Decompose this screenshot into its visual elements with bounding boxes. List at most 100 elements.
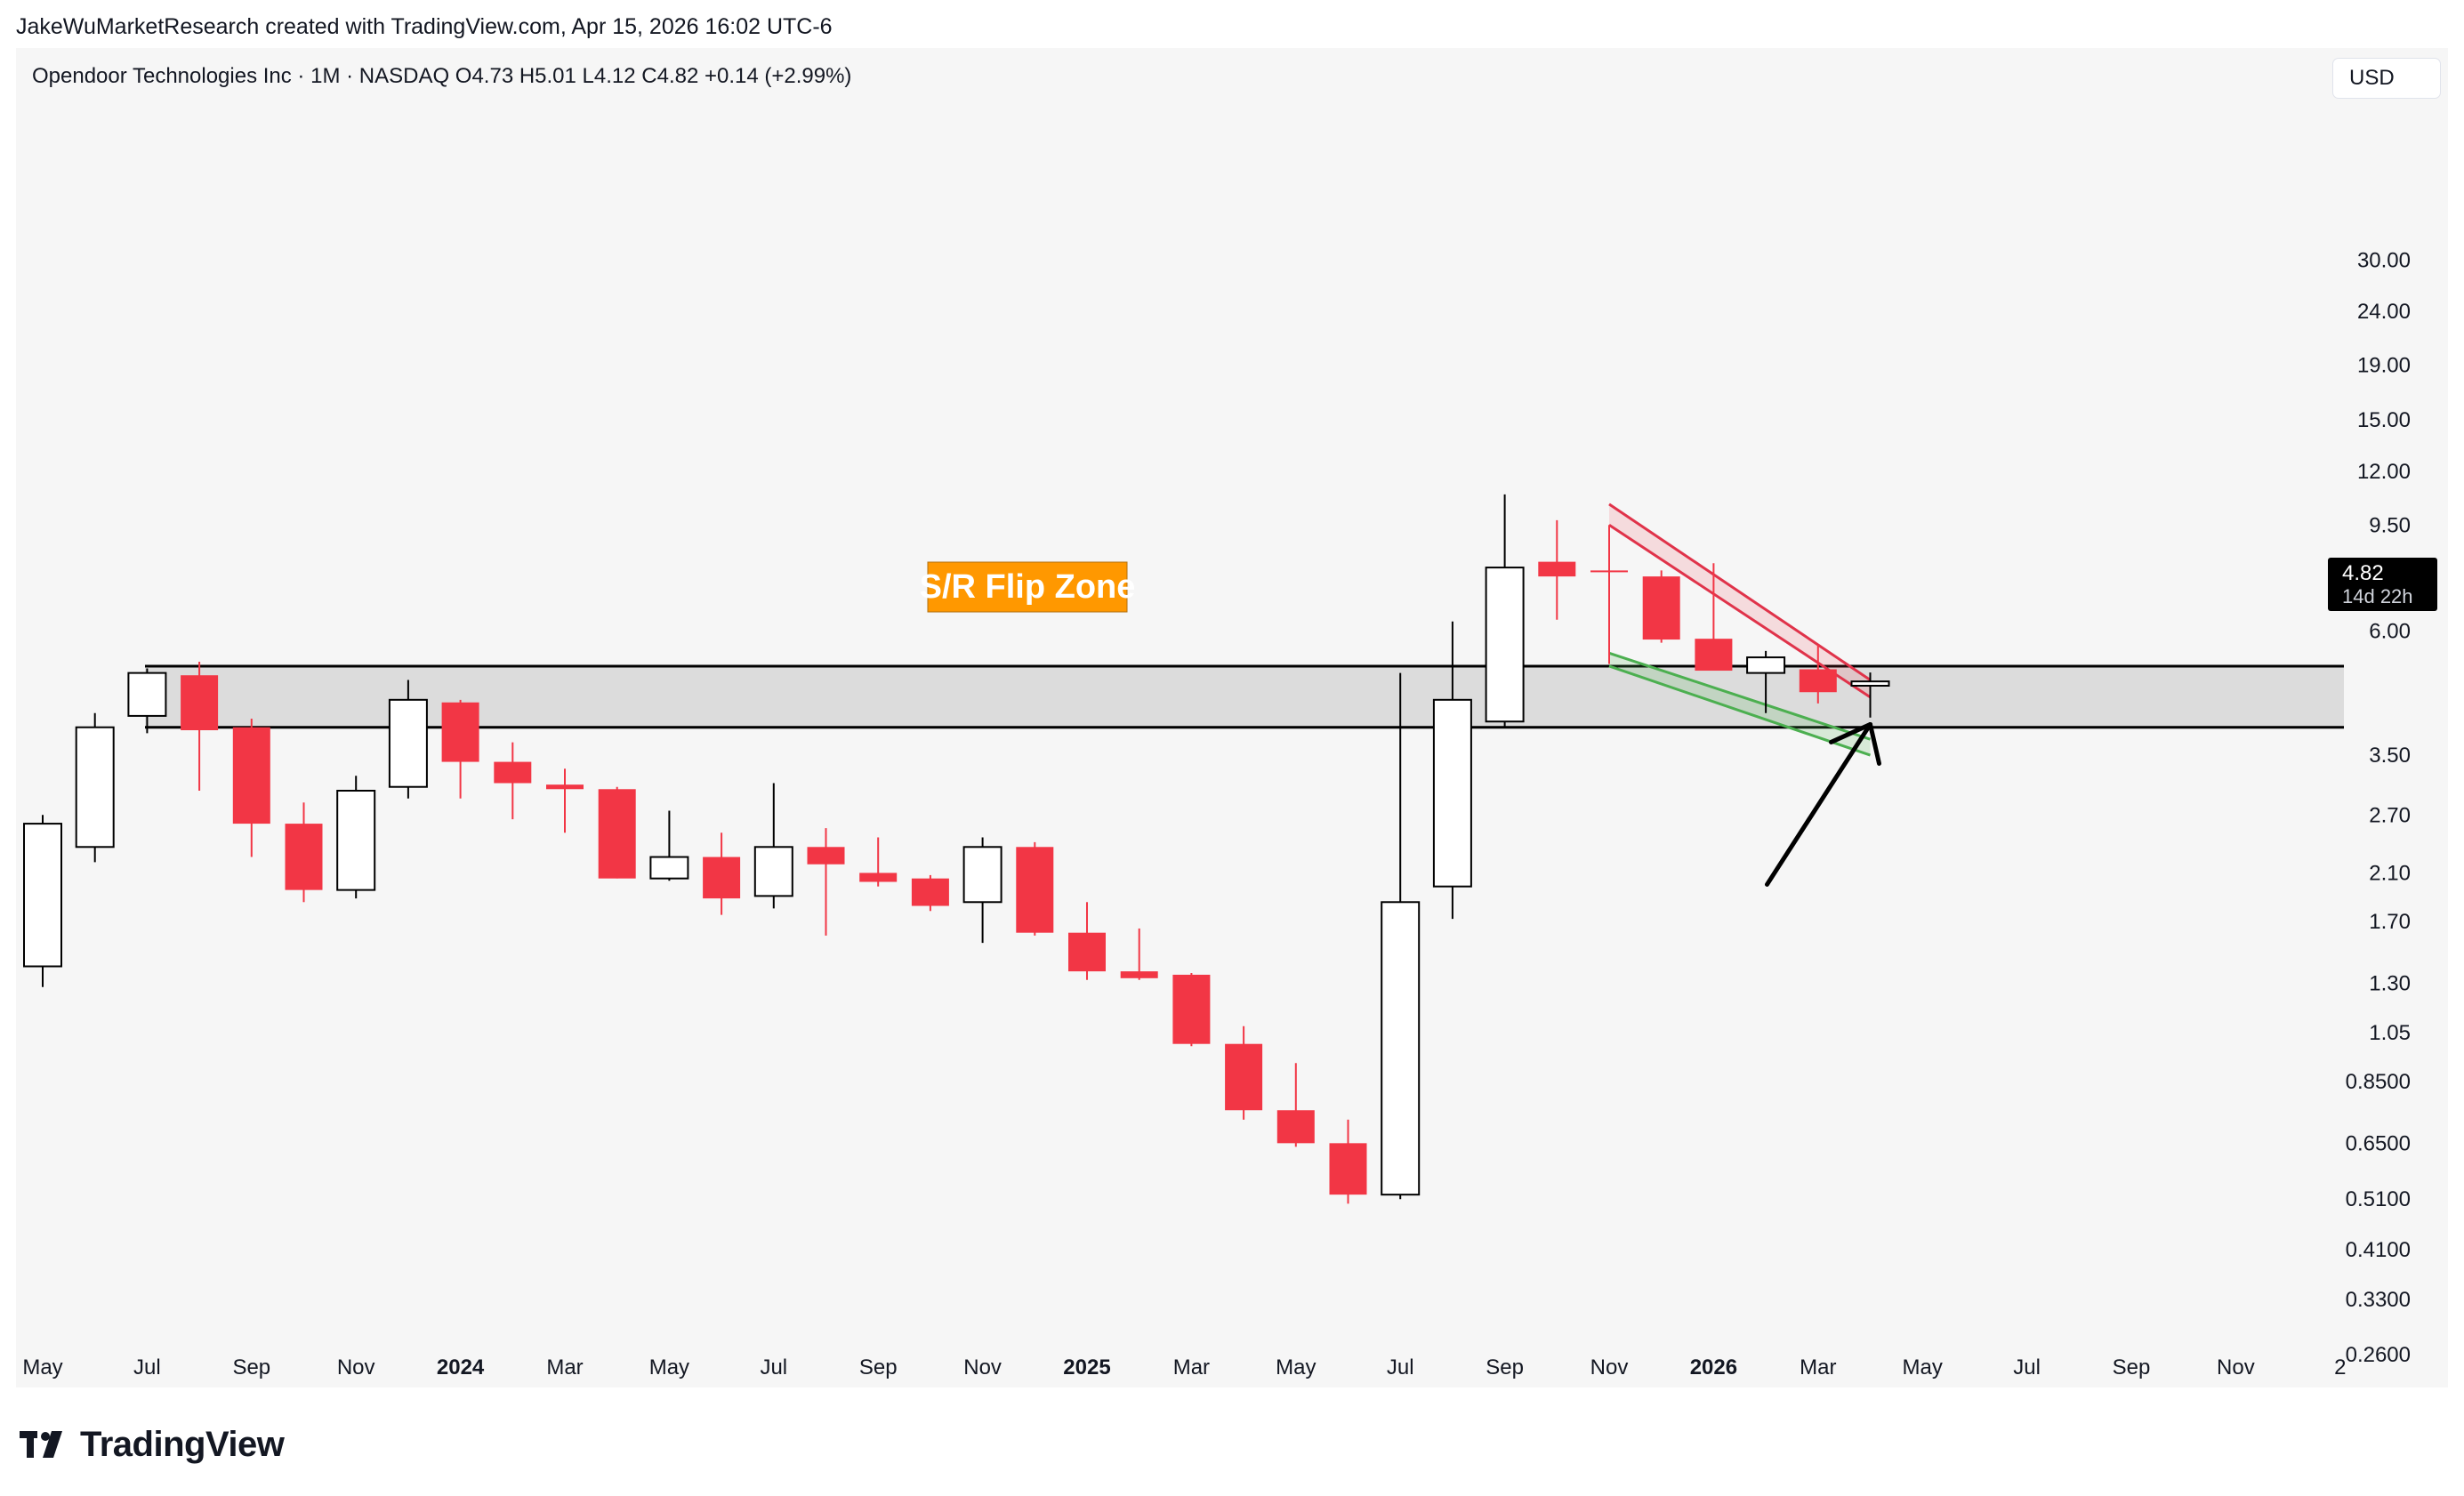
candle-body	[911, 878, 949, 906]
symbol-legend: Opendoor Technologies Inc · 1M · NASDAQ …	[32, 64, 852, 88]
candle-2024-09	[859, 837, 898, 887]
x-tick-label: 2024	[437, 1355, 485, 1379]
candle-body	[1068, 932, 1106, 972]
candle-2024-06	[703, 832, 741, 915]
zone-label-layer: S/R Flip Zone	[920, 561, 1135, 613]
candle-2025-12	[1642, 570, 1680, 643]
channel-layer	[1608, 503, 1872, 757]
x-tick-label: Mar	[546, 1355, 583, 1379]
y-tick-label: 9.50	[2369, 513, 2411, 537]
x-tick-label: Nov	[1590, 1355, 1629, 1379]
x-tick-label: May	[1903, 1355, 1943, 1379]
candle-2025-09	[1485, 494, 1525, 728]
candle-body	[336, 790, 376, 891]
x-tick-label: May	[1276, 1355, 1316, 1379]
candle-2025-01	[1068, 902, 1106, 980]
currency-button[interactable]: USD	[2333, 59, 2440, 98]
price-axis[interactable]: 30.0024.0019.0015.0012.009.507.506.003.5…	[2346, 248, 2411, 1366]
candlestick-chart[interactable]: S/R Flip Zone 30.00 24.00 19.00 15.00 12.00 9…	[16, 48, 2448, 1387]
y-tick-label: 15.00	[2357, 408, 2411, 432]
chart-credit: JakeWuMarketResearch created with Tradin…	[16, 14, 833, 39]
y-tick-label: 0.3300	[2346, 1288, 2411, 1312]
candle-2024-10	[911, 874, 949, 912]
logo-wordmark: TradingView	[80, 1424, 285, 1464]
candle-2024-11	[962, 837, 1003, 944]
candle-2023-10	[285, 802, 323, 903]
candle-2024-04	[598, 786, 636, 879]
x-tick-label: Mar	[1800, 1355, 1836, 1379]
candle-2023-12	[388, 680, 428, 799]
red-channel-fill	[1609, 503, 1871, 697]
candle-body	[753, 846, 793, 897]
chart-pane[interactable]: S/R Flip Zone 30.00 24.00 19.00 15.00 12.00 9…	[16, 48, 2448, 1387]
time-axis[interactable]: May Jul Sep Nov 2024 Mar May Jul Sep Nov 2025 Mar Ma…	[22, 1355, 2346, 1379]
candle-body	[285, 824, 323, 890]
candle-body	[1746, 656, 1786, 674]
candle-2024-05	[649, 810, 689, 881]
y-tick-label: 0.6500	[2346, 1131, 2411, 1155]
y-tick-label: 12.00	[2357, 460, 2411, 484]
candle-body	[962, 846, 1003, 904]
candle-body	[1799, 669, 1837, 693]
bar-countdown: 14d 22h	[2342, 585, 2413, 607]
candle-body	[181, 675, 219, 731]
candle-2025-05	[1276, 1063, 1315, 1147]
y-tick-label: 0.8500	[2346, 1070, 2411, 1094]
candle-body	[649, 856, 689, 880]
candle-2023-09	[232, 719, 270, 857]
tradingview-logo[interactable]: TradingView	[20, 1423, 285, 1466]
candle-body	[494, 761, 532, 784]
y-tick-label: 0.2600	[2346, 1343, 2411, 1367]
candle-2024-01	[441, 699, 479, 799]
last-price-tag: 4.82 14d 22h	[2328, 558, 2437, 611]
candle-2024-03	[546, 768, 584, 833]
candle-2024-07	[753, 783, 793, 909]
x-tick-label: May	[649, 1355, 689, 1379]
candle-body	[441, 702, 479, 762]
candle-body	[598, 789, 636, 879]
zone-label-box	[927, 561, 1128, 613]
candle-body	[1432, 698, 1472, 888]
candle-body	[127, 672, 167, 717]
y-tick-label: 3.50	[2369, 744, 2411, 768]
candle-2023-07	[127, 668, 167, 734]
candle-body	[232, 727, 270, 824]
candle-2025-07	[1381, 672, 1421, 1200]
last-price: 4.82	[2342, 561, 2384, 585]
candle-body	[1225, 1043, 1263, 1111]
candle-2026-04	[1850, 672, 1890, 718]
candle-body	[1016, 847, 1054, 933]
candle-body	[1850, 680, 1890, 688]
candle-body	[1642, 576, 1680, 640]
candle-body	[703, 857, 741, 899]
candle-body	[1485, 567, 1525, 723]
red-channel-lower-line	[1608, 524, 1872, 699]
sr-zone-fill	[145, 665, 2344, 728]
candle-2025-11	[1590, 525, 1628, 664]
x-tick-label: Nov	[963, 1355, 1002, 1379]
candle-2026-01	[1695, 563, 1733, 672]
candle-body	[1276, 1110, 1315, 1144]
candle-body	[546, 784, 584, 790]
candle-2024-02	[494, 742, 532, 820]
y-tick-label: 2.10	[2369, 861, 2411, 885]
candle-2024-08	[807, 828, 845, 936]
tradingview-logo-icon	[20, 1431, 62, 1458]
green-channel-fill	[1609, 653, 1871, 756]
candle-body	[1329, 1143, 1367, 1195]
red-channel-upper-line	[1608, 503, 1872, 681]
candle-2026-03	[1799, 644, 1837, 704]
x-tick-label: Nov	[337, 1355, 375, 1379]
candle-2023-11	[336, 776, 376, 899]
candle-2023-05	[23, 815, 62, 987]
candle-2025-03	[1172, 973, 1211, 1047]
green-channel-lower-line	[1608, 664, 1871, 757]
candle-2023-08	[181, 661, 219, 792]
x-tick-label: Sep	[2113, 1355, 2151, 1379]
x-tick-label: Nov	[2217, 1355, 2255, 1379]
y-tick-label: 1.70	[2369, 910, 2411, 934]
x-tick-label: 2026	[1690, 1355, 1737, 1379]
y-tick-label: 1.30	[2369, 972, 2411, 996]
candle-body	[23, 823, 62, 968]
y-tick-label: 0.4100	[2346, 1238, 2411, 1262]
